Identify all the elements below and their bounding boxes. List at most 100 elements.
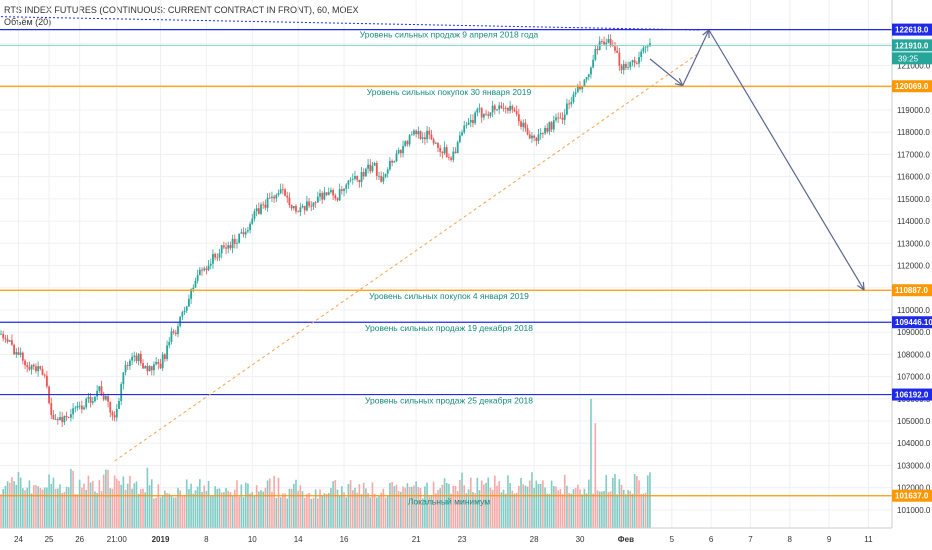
volume-bar (177, 487, 179, 528)
candle (83, 407, 85, 410)
candle (557, 117, 560, 119)
candle (45, 375, 48, 387)
volume-bar (11, 477, 13, 528)
candle (480, 108, 483, 118)
candle (231, 238, 234, 249)
volume-bar (469, 477, 472, 528)
candle (450, 157, 453, 160)
candle (74, 407, 77, 409)
candle (39, 366, 42, 369)
volume-bar (48, 474, 50, 528)
volume-bar (424, 486, 426, 528)
price-tick-label: 108000.0 (897, 350, 931, 359)
candle (590, 67, 592, 75)
volume-bar (157, 484, 160, 528)
candle (568, 103, 570, 105)
volume-bar (454, 486, 457, 528)
candle (17, 352, 20, 355)
price-tick-label: 117000.0 (897, 150, 930, 159)
volume-bar (159, 497, 162, 528)
price-tick-label: 101000.0 (897, 506, 931, 515)
candle (592, 59, 595, 68)
volume-bar (618, 479, 621, 528)
candle (159, 363, 162, 369)
candle (107, 396, 109, 402)
volume-bar (410, 486, 413, 528)
candle (78, 405, 81, 407)
candle (194, 280, 197, 288)
candle (640, 51, 643, 58)
candle (142, 363, 144, 369)
volume-bar (32, 485, 35, 528)
candle (286, 195, 289, 198)
volume-bar (448, 483, 450, 528)
price-label: 122618.0 (895, 26, 929, 35)
candle (581, 86, 584, 90)
volume-bar (590, 398, 592, 528)
projection-arrow (682, 29, 710, 86)
volume-bar (487, 477, 490, 528)
candle (129, 360, 131, 366)
candle (356, 175, 359, 180)
volume-bar (244, 482, 247, 528)
candle (67, 417, 70, 418)
volume-bar (0, 494, 2, 528)
candle (611, 45, 614, 47)
time-tick-label: 16 (340, 535, 349, 544)
volume-bar (515, 492, 518, 528)
candle (472, 119, 474, 124)
volume-bar (513, 493, 516, 528)
candle (570, 102, 573, 105)
price-label-tag (892, 316, 932, 329)
volume-bar (546, 493, 549, 528)
candle (135, 355, 138, 362)
volume-bar (26, 487, 29, 528)
volume-bar (609, 491, 612, 528)
time-tick-label: 21 (412, 535, 421, 544)
volume-bar (286, 498, 289, 528)
candle (137, 353, 140, 362)
price-tick-label: 118000.0 (897, 128, 930, 137)
volume-bar (400, 491, 402, 528)
candle (531, 135, 533, 139)
candle (185, 306, 188, 311)
candle (474, 112, 477, 124)
candle (426, 130, 428, 140)
volume-bar (175, 497, 177, 528)
price-tick-label: 115000.0 (897, 195, 930, 204)
candle (24, 360, 26, 366)
candle (332, 190, 335, 196)
candle (622, 63, 625, 71)
candle (85, 398, 88, 408)
volume-bar (402, 486, 404, 528)
volume-bar (472, 492, 474, 528)
level-caption: Уровень сильных покупок 4 января 2019 (369, 291, 529, 301)
candle (89, 396, 92, 403)
candle (146, 365, 149, 372)
candle (247, 230, 249, 232)
candle (244, 231, 247, 235)
volume-bar (148, 485, 151, 528)
volume-bar (522, 484, 525, 528)
candle (625, 63, 627, 68)
candle (441, 151, 444, 154)
candle (585, 77, 588, 80)
volume-bar (646, 475, 649, 528)
candle (428, 130, 431, 135)
candle (445, 147, 448, 158)
volume-bar (2, 489, 4, 528)
volume-bar (164, 490, 166, 528)
candle (430, 134, 433, 140)
volume-bar (196, 486, 199, 528)
candle (408, 135, 411, 145)
candle (336, 198, 339, 201)
volume-bar (118, 481, 120, 528)
candle (161, 354, 164, 369)
candle (4, 338, 7, 340)
projection-arrow (708, 29, 865, 291)
candle (340, 189, 343, 191)
volume-bar (616, 494, 618, 528)
candle (299, 207, 302, 213)
volume-bar (642, 493, 645, 528)
